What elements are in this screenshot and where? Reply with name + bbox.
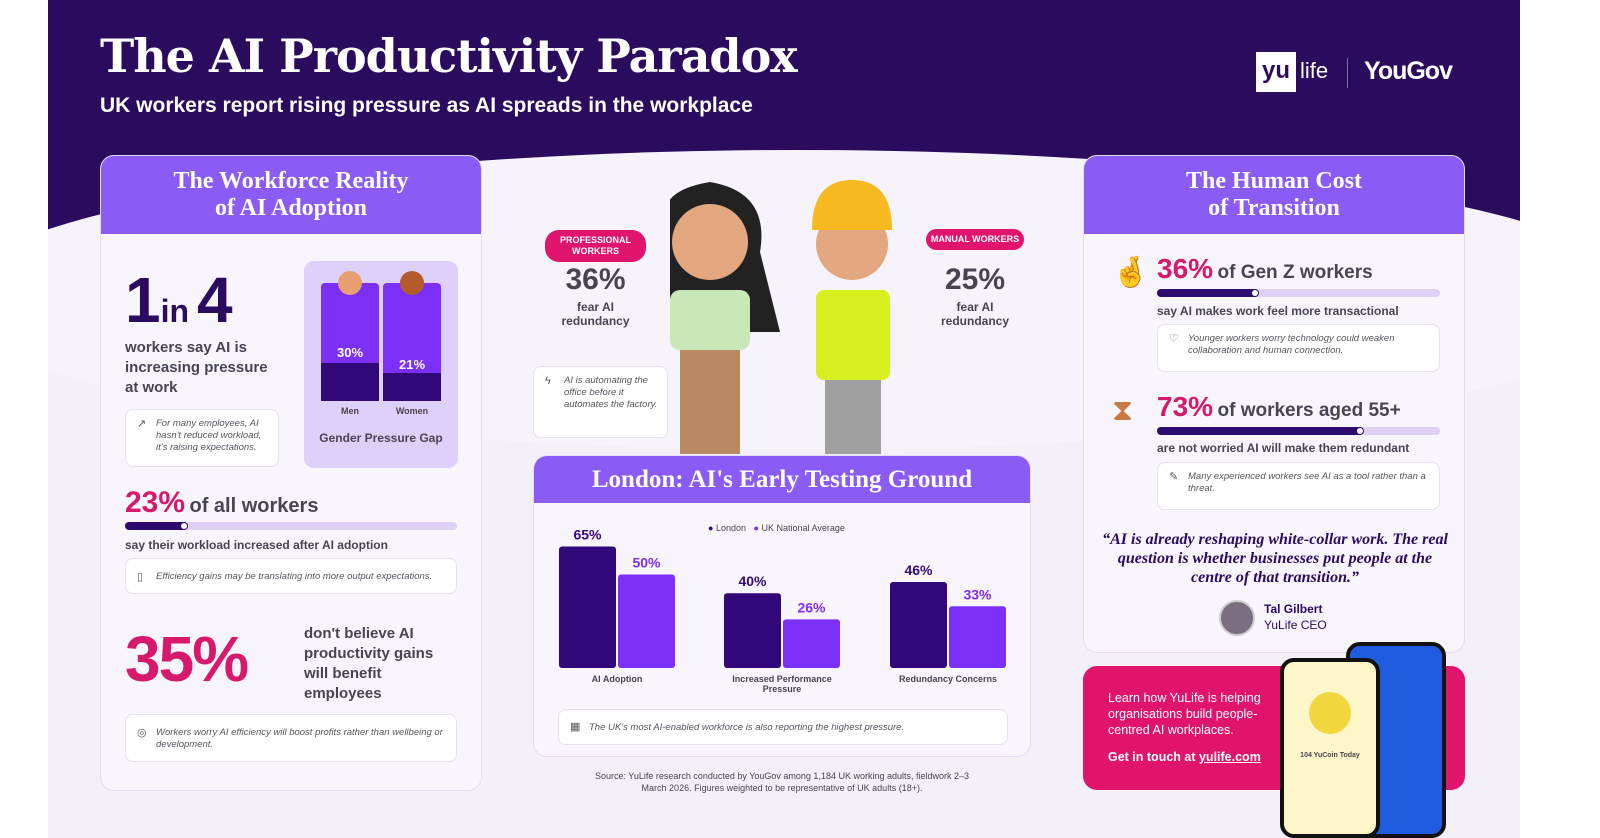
building-icon: ▦ (570, 721, 581, 733)
legend-uk-swatch: ● (753, 523, 759, 533)
professional-workers-pill: PROFESSIONAL WORKERS (545, 230, 646, 262)
men-label: Men (341, 406, 359, 416)
ceo-role: YuLife CEO (1264, 618, 1327, 632)
trend-up-icon: ↗ (137, 418, 147, 430)
category-label: Increased Performance (732, 674, 832, 684)
manual-workers-pill: MANUAL WORKERS (926, 229, 1024, 250)
battery-icon: ▯ (137, 571, 144, 583)
yucoin-icon (1309, 692, 1351, 734)
legend-london: London (715, 523, 746, 533)
human-cost-panel: The Human Cost of Transition 🤞 36% of Gen… (1083, 155, 1465, 653)
london-bar-chart: 65% 50% AI Adoption 40% 26% Increased Perform… (559, 526, 1006, 694)
gender-gap-card: 30% 21% Men Women Gender Pressure Gap (304, 261, 458, 468)
note-card: ↗ For many employees, AI hasn't reduced w… (125, 409, 279, 467)
bar-value-label: 65% (573, 526, 602, 542)
aged-55-progress (1157, 427, 1440, 435)
legend-london-swatch: ● (708, 523, 714, 533)
bar-value-label: 33% (963, 586, 992, 602)
page-subtitle: UK workers report rising pressure as AI … (100, 94, 753, 117)
note-card: ✎ Many experienced workers see AI as a to… (1157, 462, 1440, 510)
page-title: The AI Productivity Paradox (100, 29, 798, 83)
app-yucoin-text: 104 YuCoin Today (1300, 752, 1360, 759)
bar-uk (949, 606, 1006, 668)
workers-illustration (670, 180, 892, 454)
woman-avatar-icon (400, 271, 424, 295)
london-title: London: AI's Early Testing Ground (534, 456, 1030, 503)
panel-title: The Workforce Reality of AI Adoption (101, 156, 481, 234)
source-note: Source: YuLife research conducted by You… (594, 771, 970, 793)
bar-value-label: 40% (738, 573, 767, 589)
note-card: ▦ The UK's most AI-enabled workforce is a… (558, 709, 1008, 745)
phone-mockup-front: 104 YuCoin Today (1280, 658, 1380, 838)
aged-55-stat: 73% of workers aged 55+ (1157, 391, 1401, 422)
gen-z-progress (1157, 289, 1440, 297)
cta-text: Learn how YuLife is helping organisation… (1108, 691, 1261, 737)
chart-legend: ● London ● UK National Average (708, 523, 845, 533)
workload-progress (125, 522, 457, 530)
bar-london (559, 546, 616, 668)
logo-divider (1347, 58, 1348, 88)
one-in-four-stat: 1in 4 (125, 264, 233, 336)
london-panel: London: AI's Early Testing Ground ● Lond… (533, 455, 1031, 757)
professional-value: 36% (565, 263, 626, 296)
coins-icon: ◎ (137, 727, 147, 739)
women-value: 21% (398, 357, 426, 372)
manual-text: fear AI redundancy (940, 300, 1009, 328)
gen-z-stat: 36% of Gen Z workers (1157, 253, 1373, 284)
hourglass-icon: ⧗ (1112, 394, 1134, 427)
yulife-logo-text: life (1300, 58, 1329, 83)
workload-description: say their workload increased after AI ad… (125, 538, 388, 552)
men-value: 30% (336, 345, 364, 360)
note-card: ◎ Workers worry AI efficiency will boost … (125, 714, 457, 762)
lightning-icon: ϟ (545, 375, 551, 387)
gen-z-description: say AI makes work feel more transactiona… (1157, 304, 1399, 318)
yulife-link[interactable]: yulife.com (1198, 750, 1261, 764)
legend-uk: UK National Average (761, 523, 845, 533)
crossed-fingers-icon: 🤞 (1112, 256, 1150, 289)
bar-london (890, 581, 947, 668)
ceo-name: Tal Gilbert (1264, 602, 1323, 616)
heart-icon: ♡ (1169, 333, 1179, 345)
cta-contact: Get in touch at yulife.com (1108, 750, 1261, 764)
professional-text: fear AI redundancy (561, 300, 630, 328)
aged-55-description: are not worried AI will make them redund… (1157, 441, 1410, 455)
man-avatar-icon (338, 271, 362, 295)
bar-london (724, 593, 781, 668)
women-bar (383, 373, 441, 401)
bar-value-label: 50% (632, 555, 661, 571)
category-label: Pressure (763, 684, 802, 694)
note-card: ♡ Younger workers worry technology could … (1157, 324, 1440, 372)
bar-value-label: 26% (797, 599, 826, 615)
yougov-logo: YouGov (1364, 57, 1453, 85)
panel-title: The Human Cost of Transition (1084, 156, 1464, 234)
bar-uk (618, 574, 675, 668)
women-label: Women (395, 406, 429, 416)
stat-description: workers say AI is increasing pressure at… (125, 339, 268, 396)
manual-value: 25% (944, 263, 1006, 296)
men-bar (321, 363, 379, 401)
ceo-quote: “AI is already reshaping white-collar wo… (1102, 531, 1448, 586)
yulife-logo: yu (1256, 52, 1296, 92)
category-label: AI Adoption (592, 674, 643, 684)
gender-gap-title: Gender Pressure Gap (319, 431, 443, 445)
benefit-description: don't believe AI productivity gains will… (304, 625, 434, 702)
bar-value-label: 46% (904, 562, 933, 578)
magic-wand-icon: ✎ (1169, 471, 1179, 483)
note-card: ϟ AI is automating the office before it a… (533, 366, 668, 438)
category-label: Redundancy Concerns (899, 674, 997, 684)
workforce-panel: The Workforce Reality of AI Adoption 1in 4… (100, 155, 482, 791)
note-card: ▯ Efficiency gains may be translating int… (125, 558, 457, 594)
benefit-stat-value: 35% (125, 623, 249, 695)
bar-uk (783, 619, 840, 668)
ceo-avatar (1219, 600, 1255, 636)
workload-stat: 23% of all workers (125, 486, 319, 519)
